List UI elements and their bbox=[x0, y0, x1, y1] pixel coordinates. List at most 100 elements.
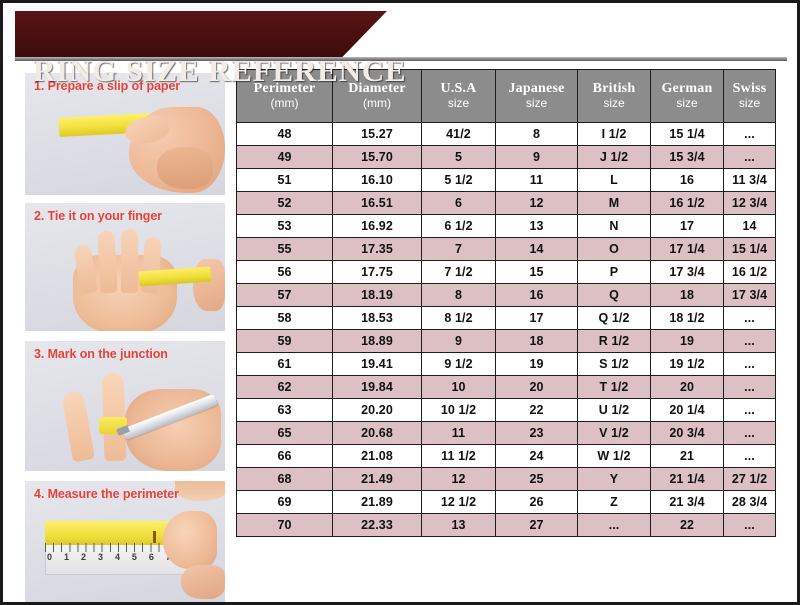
table-cell: 6 1/2 bbox=[421, 214, 496, 238]
table-cell: 57 bbox=[236, 283, 333, 307]
column-header-unit: size bbox=[738, 96, 761, 111]
table-cell: 16.92 bbox=[332, 214, 422, 238]
table-cell: Z bbox=[577, 490, 651, 514]
table-cell: 15.70 bbox=[332, 145, 422, 169]
column-header-british: British size bbox=[577, 69, 651, 123]
column-header-diameter: Diameter (mm) bbox=[332, 69, 422, 123]
table-cell: ... bbox=[723, 145, 776, 169]
column-header-unit: (mm) bbox=[363, 96, 391, 111]
ruler-tick-label: 5 bbox=[131, 552, 137, 562]
table-cell: 11 bbox=[421, 421, 496, 445]
table-cell: W 1/2 bbox=[577, 444, 651, 468]
column-header-name: Japanese bbox=[508, 81, 565, 97]
table-cell: 68 bbox=[236, 467, 333, 491]
column-header-japanese: Japanese size bbox=[495, 69, 578, 123]
step-2-label: 2. Tie it on your finger bbox=[34, 209, 162, 223]
step-prepare-paper: 1. Prepare a slip of paper bbox=[25, 73, 225, 195]
table-cell: 8 1/2 bbox=[421, 306, 496, 330]
table-cell: 9 bbox=[495, 145, 578, 169]
table-cell: 16 bbox=[650, 168, 724, 192]
table-cell: 20 bbox=[650, 375, 724, 399]
table-cell: 6 bbox=[421, 191, 496, 215]
table-cell: 16 bbox=[495, 283, 578, 307]
table-cell: 17 3/4 bbox=[723, 283, 776, 307]
step-2-photo bbox=[25, 203, 225, 331]
table-header: Perimeter (mm) Diameter (mm) U.S.A size Japane… bbox=[236, 69, 776, 123]
column-header-name: U.S.A bbox=[440, 81, 477, 97]
table-cell: 16 1/2 bbox=[650, 191, 724, 215]
table-cell: 17.35 bbox=[332, 237, 422, 261]
table-cell: 11 bbox=[495, 168, 578, 192]
table-cell: 12 bbox=[421, 467, 496, 491]
table-row: 62 19.84 10 20 T 1/2 20... bbox=[236, 375, 776, 399]
table-cell: 7 bbox=[421, 237, 496, 261]
table-row: 68 21.49 12 25 Y 21 1/4 27 1/2 bbox=[236, 467, 776, 491]
table-cell: L bbox=[577, 168, 651, 192]
step-mark-junction: 3. Mark on the junction bbox=[25, 341, 225, 471]
table-cell: 26 bbox=[495, 490, 578, 514]
table-row: 63 20.20 10 1/2 22 U 1/2 20 1/4... bbox=[236, 398, 776, 422]
table-cell: 20 bbox=[495, 375, 578, 399]
table-cell: 48 bbox=[236, 122, 333, 146]
column-header-name: Diameter bbox=[348, 81, 406, 97]
step-4-photo: 0123456789 bbox=[25, 481, 225, 602]
step-tie-finger: 2. Tie it on your finger bbox=[25, 203, 225, 331]
table-cell: 41/2 bbox=[421, 122, 496, 146]
table-row: 58 18.53 8 1/2 17 Q 1/2 18 1/2... bbox=[236, 306, 776, 330]
table-row: 70 22.33 13 27... 22... bbox=[236, 513, 776, 537]
instruction-steps: 1. Prepare a slip of paper 2. Tie it on … bbox=[25, 69, 225, 602]
table-cell: 21.89 bbox=[332, 490, 422, 514]
table-cell: T 1/2 bbox=[577, 375, 651, 399]
table-cell: 63 bbox=[236, 398, 333, 422]
table-cell: 27 bbox=[495, 513, 578, 537]
column-header-german: German size bbox=[650, 69, 724, 123]
ruler-tick-label: 2 bbox=[80, 552, 86, 562]
table-cell: 61 bbox=[236, 352, 333, 376]
step-4-label: 4. Measure the perimeter bbox=[34, 487, 179, 501]
ruler-tick-label: 6 bbox=[148, 552, 154, 562]
table-cell: 59 bbox=[236, 329, 333, 353]
table-row: 48 15.27 41/2 8 I 1/2 15 1/4... bbox=[236, 122, 776, 146]
table-cell: ... bbox=[723, 398, 776, 422]
table-cell: 70 bbox=[236, 513, 333, 537]
table-cell: 15 bbox=[495, 260, 578, 284]
table-cell: ... bbox=[723, 352, 776, 376]
column-header-swiss: Swiss size bbox=[723, 69, 776, 123]
fingertip-illustration bbox=[163, 511, 217, 569]
table-cell: 53 bbox=[236, 214, 333, 238]
table-cell: 66 bbox=[236, 444, 333, 468]
knuckle-illustration bbox=[157, 147, 213, 189]
table-cell: 25 bbox=[495, 467, 578, 491]
table-cell: 7 1/2 bbox=[421, 260, 496, 284]
column-header-perimeter: Perimeter (mm) bbox=[236, 69, 333, 123]
table-cell: 19 1/2 bbox=[650, 352, 724, 376]
table-cell: 22.33 bbox=[332, 513, 422, 537]
table-cell: 56 bbox=[236, 260, 333, 284]
table-cell: 18 bbox=[495, 329, 578, 353]
table-cell: 23 bbox=[495, 421, 578, 445]
table-cell: 21.08 bbox=[332, 444, 422, 468]
column-header-unit: size bbox=[676, 96, 698, 111]
table-cell: 10 1/2 bbox=[421, 398, 496, 422]
table-cell: ... bbox=[723, 329, 776, 353]
page-title: RING SIZE REFERENCE bbox=[33, 53, 407, 88]
table-cell: R 1/2 bbox=[577, 329, 651, 353]
table-cell: 12 3/4 bbox=[723, 191, 776, 215]
table-cell: 16.51 bbox=[332, 191, 422, 215]
table-cell: V 1/2 bbox=[577, 421, 651, 445]
table-cell: 11 3/4 bbox=[723, 168, 776, 192]
column-header-name: German bbox=[661, 81, 713, 97]
table-row: 69 21.89 12 1/2 26 Z 21 3/4 28 3/4 bbox=[236, 490, 776, 514]
table-cell: 21 bbox=[650, 444, 724, 468]
table-cell: P bbox=[577, 260, 651, 284]
table-row: 65 20.68 11 23 V 1/2 20 3/4... bbox=[236, 421, 776, 445]
table-cell: 20.20 bbox=[332, 398, 422, 422]
table-cell: 17.75 bbox=[332, 260, 422, 284]
table-cell: 28 3/4 bbox=[723, 490, 776, 514]
table-cell: ... bbox=[723, 375, 776, 399]
table-cell: ... bbox=[723, 306, 776, 330]
table-cell: 21.49 bbox=[332, 467, 422, 491]
column-header-unit: size bbox=[603, 96, 625, 111]
step-measure-perimeter: 0123456789 4. Measure the perimeter bbox=[25, 481, 225, 602]
